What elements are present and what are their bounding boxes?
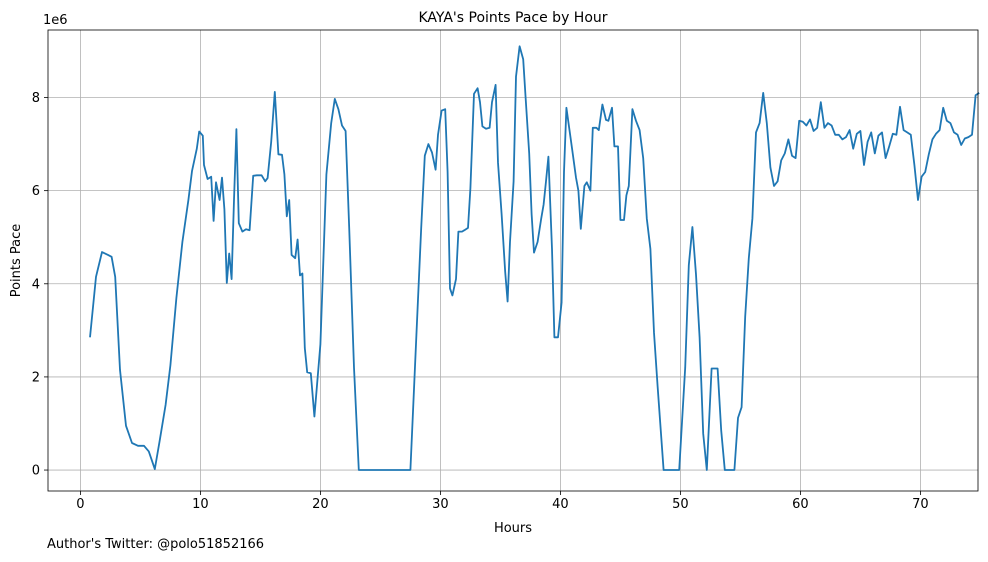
y-axis: 0 2 4 6 8	[32, 91, 48, 479]
author-credit: Author's Twitter: @polo51852166	[47, 537, 265, 552]
y-tick-label: 0	[32, 464, 40, 479]
y-tick-label: 4	[32, 277, 40, 292]
y-tick-label: 2	[32, 370, 40, 385]
x-tick-label: 40	[552, 497, 569, 512]
x-tick-label: 70	[912, 497, 929, 512]
y-tick-label: 8	[32, 91, 40, 106]
y-tick-label: 6	[32, 184, 40, 199]
x-axis: 0 10 20 30 40 50 60 70	[76, 491, 929, 512]
plot-frame	[47, 29, 979, 492]
y-axis-offset-label: 1e6	[43, 13, 68, 28]
chart-title: KAYA's Points Pace by Hour	[418, 10, 607, 26]
series-group	[89, 45, 980, 471]
series-line	[89, 45, 980, 471]
x-axis-label: Hours	[494, 521, 532, 536]
x-tick-label: 60	[792, 497, 809, 512]
x-tick-label: 50	[672, 497, 689, 512]
x-tick-label: 10	[192, 497, 209, 512]
grid-lines	[48, 30, 978, 491]
x-tick-label: 0	[76, 497, 84, 512]
x-tick-label: 20	[312, 497, 329, 512]
x-tick-label: 30	[432, 497, 449, 512]
y-axis-label: Points Pace	[9, 224, 24, 298]
